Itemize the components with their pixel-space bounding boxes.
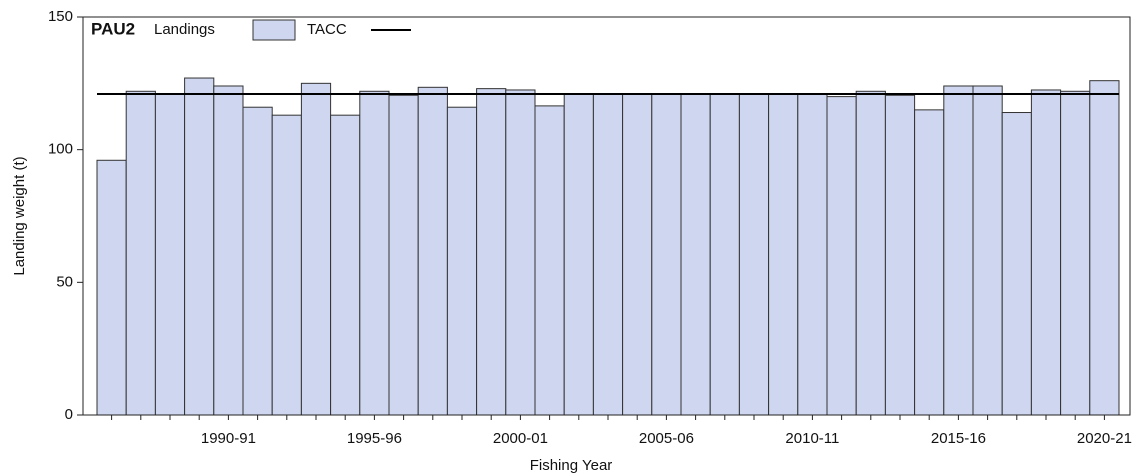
bar bbox=[271, 114, 302, 416]
bar bbox=[592, 93, 624, 416]
bar bbox=[943, 85, 974, 416]
y-tick-label: 150 bbox=[48, 8, 73, 25]
bar bbox=[476, 88, 507, 416]
bar bbox=[242, 106, 273, 416]
bar bbox=[330, 114, 361, 416]
x-tick-label: 2020-21 bbox=[1077, 430, 1132, 447]
bar bbox=[1001, 112, 1032, 416]
bar bbox=[125, 90, 156, 416]
x-tick-label: 2000-01 bbox=[493, 430, 548, 447]
x-tick-label: 1995-96 bbox=[347, 430, 402, 447]
plot-frame bbox=[82, 16, 1131, 416]
bar bbox=[184, 77, 215, 416]
bar bbox=[300, 82, 332, 416]
bar bbox=[622, 93, 653, 416]
y-tick-label: 50 bbox=[56, 273, 73, 290]
bar bbox=[96, 159, 127, 416]
bar bbox=[563, 93, 594, 416]
bar bbox=[768, 93, 799, 416]
x-tick-label: 2010-11 bbox=[785, 430, 839, 447]
bar bbox=[680, 93, 711, 416]
bar bbox=[914, 109, 945, 416]
bar bbox=[1060, 90, 1091, 416]
y-tick-label: 0 bbox=[65, 406, 73, 423]
x-tick-label: 2005-06 bbox=[639, 430, 694, 447]
legend-label: TACC bbox=[307, 21, 347, 38]
bar bbox=[797, 93, 828, 416]
bar bbox=[855, 90, 886, 416]
legend-swatch bbox=[252, 19, 296, 41]
x-tick-label: 1990-91 bbox=[201, 430, 256, 447]
bar bbox=[1030, 89, 1062, 416]
bar bbox=[417, 86, 448, 416]
bar bbox=[446, 106, 478, 416]
x-axis-label: Fishing Year bbox=[530, 457, 613, 474]
x-tick-label: 2015-16 bbox=[931, 430, 986, 447]
bar bbox=[651, 93, 682, 416]
bar bbox=[213, 85, 244, 416]
bar bbox=[154, 93, 186, 416]
bar bbox=[505, 89, 536, 416]
chart-title: PAU2 bbox=[91, 19, 135, 38]
bar bbox=[884, 94, 916, 416]
y-tick-label: 100 bbox=[48, 141, 73, 158]
bar bbox=[388, 94, 419, 416]
legend-label: Landings bbox=[154, 21, 215, 38]
bar bbox=[359, 90, 390, 416]
bar bbox=[1089, 80, 1120, 416]
bar bbox=[826, 96, 857, 416]
bar bbox=[972, 85, 1003, 416]
bar bbox=[534, 105, 565, 416]
bar bbox=[709, 93, 740, 416]
y-axis-label: Landing weight (t) bbox=[11, 156, 28, 275]
bar bbox=[738, 93, 770, 416]
